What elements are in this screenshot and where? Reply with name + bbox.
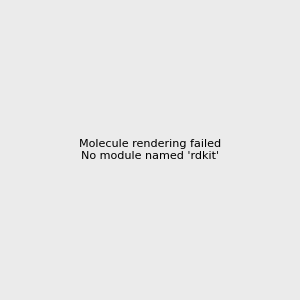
- Text: Molecule rendering failed
No module named 'rdkit': Molecule rendering failed No module name…: [79, 139, 221, 161]
